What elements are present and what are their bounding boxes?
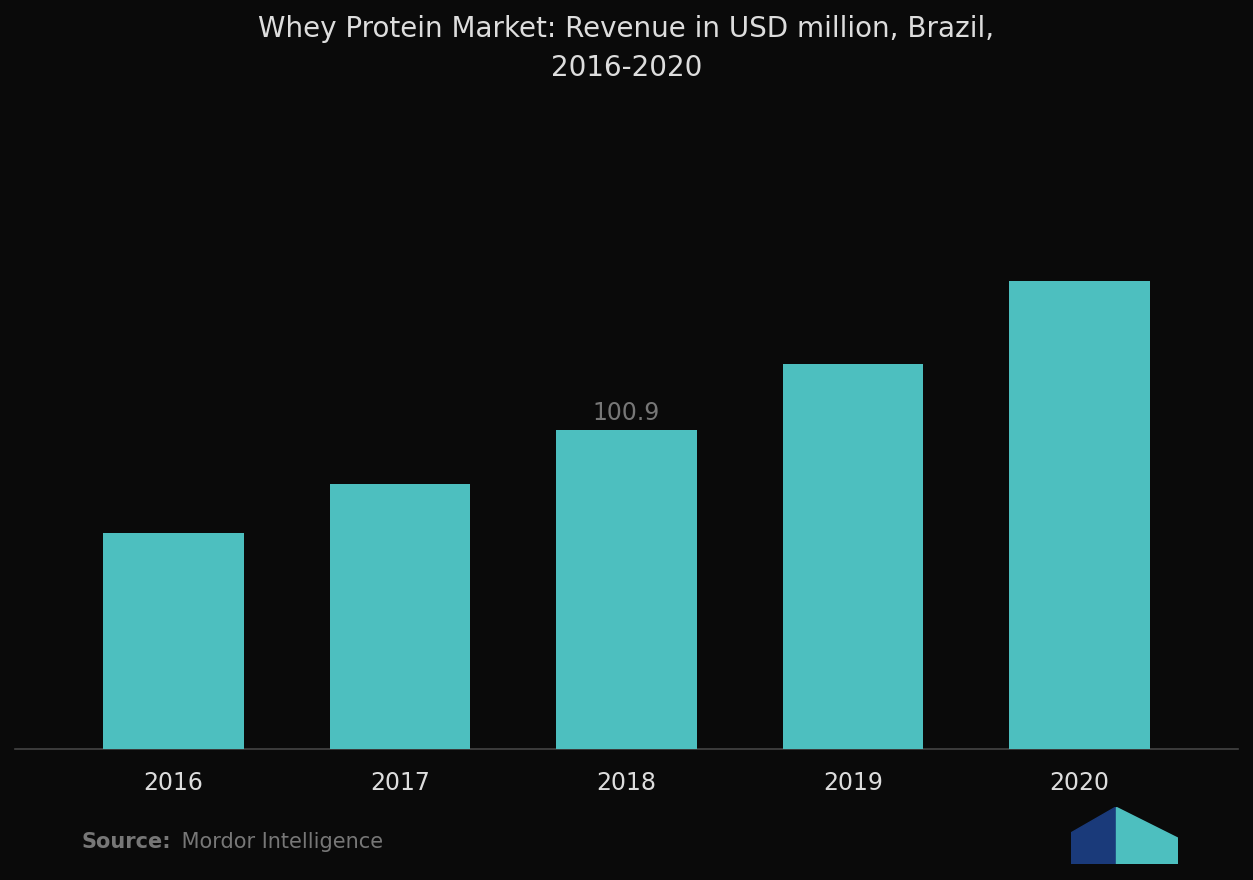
Polygon shape bbox=[1071, 807, 1116, 864]
Title: Whey Protein Market: Revenue in USD million, Brazil,
2016-2020: Whey Protein Market: Revenue in USD mill… bbox=[258, 15, 995, 82]
Bar bbox=[330, 484, 470, 749]
Text: Mordor Intelligence: Mordor Intelligence bbox=[175, 832, 383, 852]
Polygon shape bbox=[1116, 807, 1178, 864]
Bar bbox=[103, 532, 244, 749]
Bar bbox=[783, 363, 923, 749]
Bar bbox=[1009, 282, 1150, 749]
Bar bbox=[556, 430, 697, 749]
Text: 100.9: 100.9 bbox=[593, 401, 660, 425]
Text: Source:: Source: bbox=[81, 832, 172, 852]
